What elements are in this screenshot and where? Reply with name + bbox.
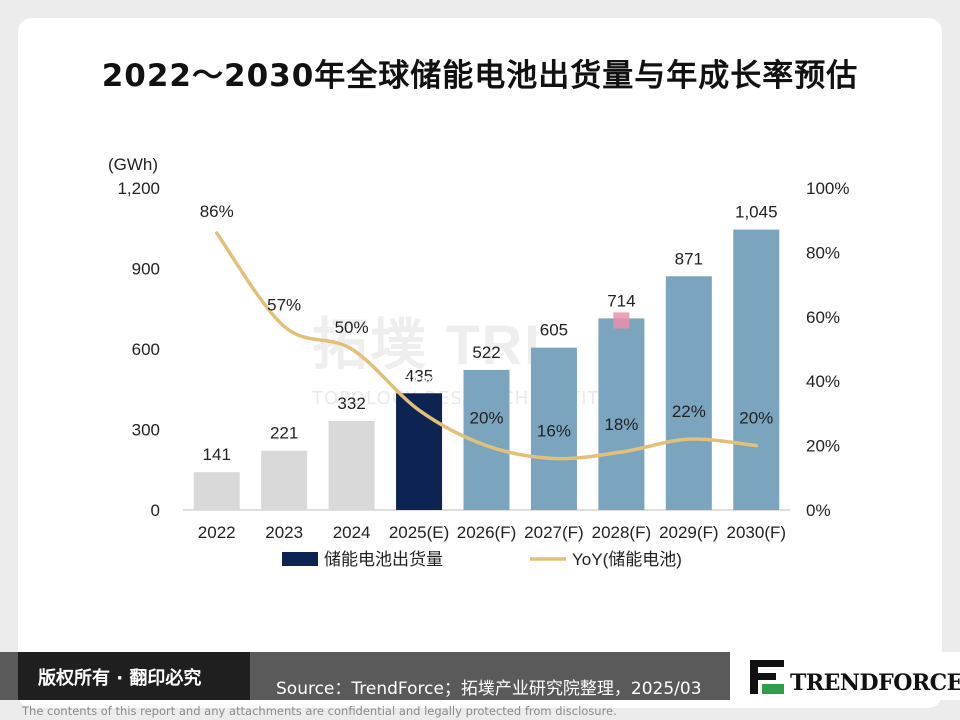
bar-value-label: 1,045 — [735, 203, 778, 222]
trendforce-logo-icon — [750, 660, 784, 694]
bar — [396, 393, 443, 510]
highlight-marker — [613, 312, 630, 329]
y-axis-unit: (GWh) — [108, 155, 158, 174]
bar-value-label: 141 — [203, 445, 231, 464]
legend-label-bars: 储能电池出货量 — [324, 550, 443, 569]
bar — [665, 276, 712, 510]
bar-value-label: 221 — [270, 424, 298, 443]
bars-group — [193, 229, 780, 510]
bar-value-label: 522 — [472, 343, 500, 362]
x-tick-label: 2023 — [265, 523, 303, 542]
bar — [598, 318, 645, 510]
yoy-value-label: 22% — [672, 402, 706, 421]
y-tick-label: 600 — [132, 340, 160, 359]
y-tick-label: 300 — [132, 421, 160, 440]
bar-value-label: 871 — [675, 249, 703, 268]
yoy-value-label: 20% — [739, 409, 773, 428]
y2-tick-label: 40% — [806, 372, 840, 391]
watermark: 拓墣 TRI — [312, 313, 542, 376]
logo-box — [730, 652, 960, 700]
yoy-value-label: 18% — [604, 415, 638, 434]
copyright-notice: 版权所有 · 翻印必究 — [38, 668, 202, 689]
yoy-value-label: 50% — [335, 318, 369, 337]
yoy-value-label: 31% — [402, 373, 436, 392]
x-tick-label: 2028(F) — [592, 523, 652, 542]
y2-tick-label: 0% — [806, 501, 831, 520]
x-tick-label: 2025(E) — [389, 523, 449, 542]
y-tick-label: 900 — [132, 260, 160, 279]
yoy-value-label: 20% — [469, 409, 503, 428]
x-tick-label: 2030(F) — [727, 523, 787, 542]
bar — [328, 420, 375, 510]
bar-value-label: 714 — [607, 291, 635, 310]
y2-tick-label: 60% — [806, 308, 840, 327]
yoy-value-label: 86% — [200, 202, 234, 221]
x-tick-label: 2029(F) — [659, 523, 719, 542]
source-note: Source：TrendForce；拓墣产业研究院整理，2025/03 — [276, 679, 702, 699]
bar — [733, 229, 780, 510]
bar-value-label: 332 — [337, 394, 365, 413]
y2-tick-label: 100% — [806, 179, 849, 198]
chart-card — [18, 18, 942, 708]
x-tick-label: 2022 — [198, 523, 236, 542]
chart-title: 2022～2030年全球储能电池出货量与年成长率预估 — [101, 58, 859, 94]
x-tick-label: 2027(F) — [524, 523, 584, 542]
legend-label-line: YoY(储能电池) — [572, 550, 682, 569]
yoy-value-label: 16% — [537, 421, 571, 440]
bar-value-label: 605 — [540, 321, 568, 340]
y-tick-label: 0 — [151, 501, 160, 520]
legend: 储能电池出货量 YoY(储能电池) — [282, 550, 682, 569]
trendforce-logo-text: TRENDFORCE — [790, 670, 960, 696]
x-tick-label: 2026(F) — [457, 523, 517, 542]
bar — [261, 450, 308, 510]
bar — [193, 472, 240, 510]
y2-tick-label: 80% — [806, 243, 840, 262]
y-tick-label: 1,200 — [117, 179, 160, 198]
bar — [530, 347, 577, 510]
x-tick-label: 2024 — [333, 523, 371, 542]
yoy-line-group — [214, 231, 759, 461]
labels-group: 141 221 332 435 522 605 714 871 1,045 86% 57% 50% 31… — [200, 202, 778, 464]
legend-swatch-bars — [282, 552, 318, 566]
bar-value-label: 435 — [405, 366, 433, 385]
footer-rights-box — [18, 652, 250, 700]
yoy-value-label: 57% — [267, 295, 301, 314]
yoy-line — [214, 231, 759, 461]
disclaimer: The contents of this report and any atta… — [22, 704, 617, 718]
y2-tick-label: 20% — [806, 437, 840, 456]
